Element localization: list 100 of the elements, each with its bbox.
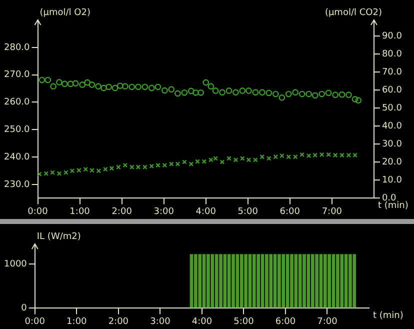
- y2-tick-label: 90.0: [382, 32, 402, 42]
- point: [300, 152, 305, 158]
- x-tick-label: 3:00: [154, 206, 174, 217]
- point: [128, 84, 136, 90]
- point: [338, 91, 346, 98]
- point: [188, 88, 194, 94]
- point: [156, 162, 160, 168]
- x-tick-label: 5:00: [238, 206, 258, 217]
- y-tick-label: 250.0: [4, 125, 30, 136]
- point: [340, 152, 344, 158]
- x-tick-label: 3:00: [150, 316, 171, 327]
- point: [352, 152, 358, 158]
- point: [292, 154, 298, 160]
- point: [298, 90, 306, 98]
- point: [285, 90, 292, 98]
- point: [195, 159, 200, 164]
- point: [95, 83, 102, 90]
- point: [239, 88, 246, 94]
- point: [162, 162, 168, 168]
- point: [70, 168, 75, 174]
- x-axis-title: t (min): [373, 311, 404, 322]
- point: [84, 79, 91, 86]
- x-tick-label: 4:00: [192, 316, 212, 327]
- point: [90, 168, 94, 173]
- point: [168, 86, 175, 93]
- point: [72, 80, 79, 87]
- point: [266, 156, 272, 161]
- point: [266, 90, 272, 96]
- point: [76, 168, 82, 173]
- point: [273, 154, 278, 160]
- point: [106, 84, 112, 90]
- point: [306, 90, 312, 98]
- point: [286, 154, 292, 160]
- point: [198, 89, 204, 96]
- point: [88, 82, 96, 88]
- point: [112, 84, 118, 92]
- point: [202, 79, 210, 86]
- x-tick-label: 2:00: [108, 316, 129, 327]
- point: [260, 154, 265, 160]
- point: [312, 92, 318, 99]
- point: [161, 87, 168, 94]
- point: [208, 157, 214, 162]
- point: [220, 160, 225, 164]
- point: [213, 156, 218, 161]
- y2-tick-label: 70.0: [382, 68, 402, 78]
- point: [67, 80, 74, 88]
- y2-tick-label: 50.0: [382, 104, 402, 114]
- x-tick-label: 4:00: [196, 206, 216, 217]
- point: [332, 92, 338, 98]
- point: [83, 166, 88, 172]
- x-tick-label: 6:00: [280, 206, 300, 217]
- point: [142, 84, 148, 90]
- point: [148, 84, 155, 92]
- x-tick-label: 0:00: [24, 316, 46, 327]
- point: [332, 152, 338, 158]
- y-axis-title: IL (W/m2): [36, 232, 81, 242]
- point: [175, 162, 180, 166]
- point: [208, 83, 214, 90]
- y2-tick-label: 60.0: [382, 86, 402, 96]
- y2-tick-label: 40.0: [382, 122, 402, 132]
- point: [219, 89, 226, 96]
- point: [38, 76, 46, 84]
- point: [44, 76, 52, 84]
- point: [50, 170, 55, 175]
- point: [149, 164, 154, 169]
- point: [50, 83, 57, 90]
- point: [312, 152, 318, 158]
- point: [212, 88, 219, 94]
- point: [258, 89, 266, 96]
- point: [226, 156, 232, 161]
- point: [352, 96, 358, 102]
- point: [79, 82, 86, 88]
- y2-tick-label: 30.0: [382, 140, 402, 150]
- point: [116, 82, 124, 89]
- point: [318, 90, 326, 98]
- point: [279, 153, 284, 158]
- point: [232, 89, 239, 96]
- point: [319, 152, 324, 158]
- point: [278, 94, 286, 101]
- point: [154, 84, 162, 90]
- point: [122, 162, 128, 168]
- point: [246, 88, 252, 94]
- point: [56, 171, 62, 176]
- point: [100, 84, 107, 92]
- point: [135, 84, 142, 90]
- point: [233, 157, 238, 162]
- y-tick-label: 280.0: [4, 42, 30, 53]
- y-tick-label: 0: [21, 304, 28, 314]
- point: [136, 164, 141, 170]
- point: [122, 83, 128, 90]
- point: [226, 88, 232, 94]
- point: [253, 157, 258, 162]
- point: [168, 162, 174, 166]
- point: [142, 164, 148, 170]
- x-tick-label: 7:00: [322, 206, 342, 217]
- x-tick-label: 6:00: [275, 316, 296, 327]
- x-tick-label: 2:00: [112, 206, 132, 217]
- point: [272, 90, 279, 98]
- point: [116, 164, 121, 170]
- point: [355, 97, 362, 104]
